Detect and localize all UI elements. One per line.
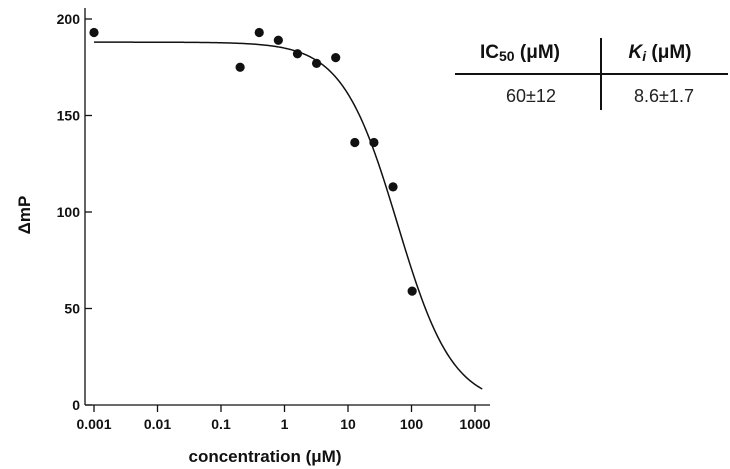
y-ticks: 0 50 100 150 200 [57, 11, 92, 413]
x-tick-label: 1000 [459, 416, 490, 432]
x-ticks: 0.001 0.01 0.1 1 10 100 1000 [76, 405, 491, 432]
ki-unit: (μM) [646, 42, 691, 63]
table-value-ic50: 60±12 [506, 86, 556, 106]
data-points [89, 27, 417, 296]
data-point [273, 35, 283, 45]
ic50-unit: (μM) [515, 42, 560, 63]
ki-subscript: i [642, 48, 647, 64]
table-header-ic50: IC50 (μM) [480, 42, 560, 64]
results-table: IC50 (μM) Ki (μM) 60±12 8.6±1.7 [455, 38, 728, 110]
data-point [331, 53, 341, 63]
x-tick-label: 0.1 [211, 416, 231, 432]
data-point [369, 137, 379, 148]
x-axis-label: concentration (μM) [188, 447, 341, 466]
x-tick-label: 10 [340, 416, 356, 432]
data-point [292, 49, 303, 59]
data-point [407, 286, 417, 296]
table-value-ki: 8.6±1.7 [634, 86, 694, 106]
x-tick-label: 100 [400, 416, 424, 432]
y-axis-label: ΔmP [15, 196, 34, 235]
table-header-ki: Ki (μM) [628, 42, 691, 64]
y-tick-label: 150 [57, 108, 81, 124]
x-tick-label: 0.01 [144, 416, 171, 432]
x-tick-label: 0.001 [76, 416, 111, 432]
fit-curve [94, 41, 483, 390]
y-tick-label: 100 [57, 204, 81, 220]
data-point [254, 27, 264, 38]
data-point [235, 62, 245, 72]
y-tick-label: 200 [57, 11, 81, 27]
x-tick-label: 1 [281, 416, 289, 432]
data-point [388, 182, 398, 192]
ic50-main: IC [480, 42, 499, 63]
plot-area: 0 50 100 150 200 0.001 0.01 0.1 1 10 100 1000 [57, 8, 491, 432]
data-point [350, 137, 360, 148]
data-point [311, 58, 322, 68]
y-tick-label: 50 [64, 301, 80, 317]
y-tick-label: 0 [72, 397, 80, 413]
data-point [89, 27, 99, 38]
ki-main: K [628, 42, 643, 63]
ic50-subscript: 50 [499, 48, 515, 64]
